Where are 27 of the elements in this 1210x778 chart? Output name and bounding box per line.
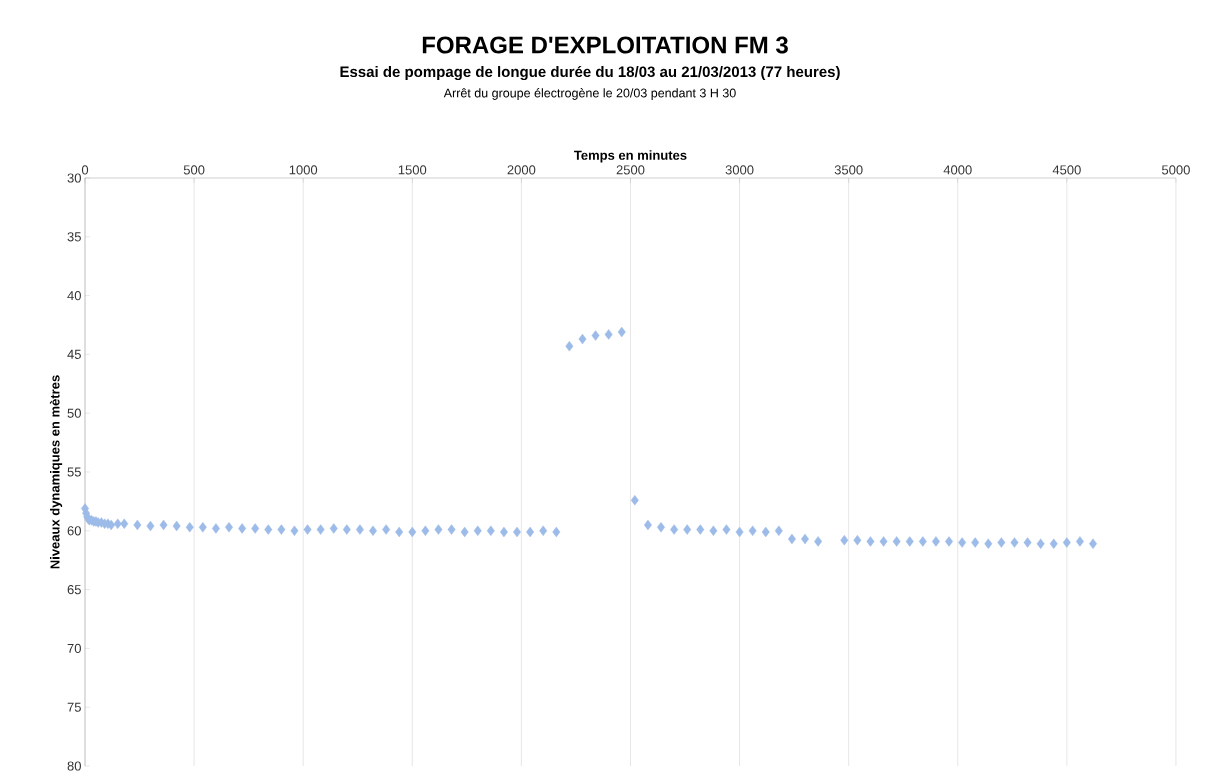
x-tick-label: 2500 (616, 165, 645, 175)
chart-title: FORAGE D'EXPLOITATION FM 3 (422, 36, 788, 54)
y-axis-title: Niveaux dynamiques en mètres (49, 375, 63, 569)
y-tick-label: 65 (67, 584, 81, 595)
x-tick-label: 5000 (1161, 165, 1190, 175)
x-tick-label: 1500 (398, 165, 427, 175)
y-tick-label: 30 (67, 173, 81, 183)
x-axis-title: Temps en minutes (574, 150, 687, 163)
x-tick-label: 500 (183, 165, 205, 175)
y-tick-label: 70 (67, 643, 81, 653)
x-tick-label: 3500 (834, 165, 863, 175)
y-tick-label: 50 (67, 408, 81, 418)
y-tick-label: 40 (67, 290, 81, 301)
x-tick-label: 4000 (943, 165, 972, 175)
chart-subtitle: Essai de pompage de longue durée du 18/03 au 21/03/2013 (77 heures) (340, 65, 840, 81)
text: Arrêt du groupe électrogène le 20/03 pendant 3 H 30 (443, 88, 736, 100)
y-tick-label: 45 (67, 349, 81, 359)
x-tick-label: 4500 (1052, 165, 1081, 175)
y-tick-label: 35 (67, 232, 81, 242)
y-tick-label: 60 (67, 526, 81, 536)
x-tick-label: 1000 (289, 165, 318, 175)
x-tick-label: 2000 (507, 165, 536, 175)
y-tick-label: 55 (67, 467, 81, 477)
x-tick-label: 0 (81, 165, 89, 175)
y-tick-label: 80 (67, 761, 81, 771)
x-tick-label: 3000 (725, 165, 754, 175)
y-tick-label: 75 (67, 702, 81, 712)
